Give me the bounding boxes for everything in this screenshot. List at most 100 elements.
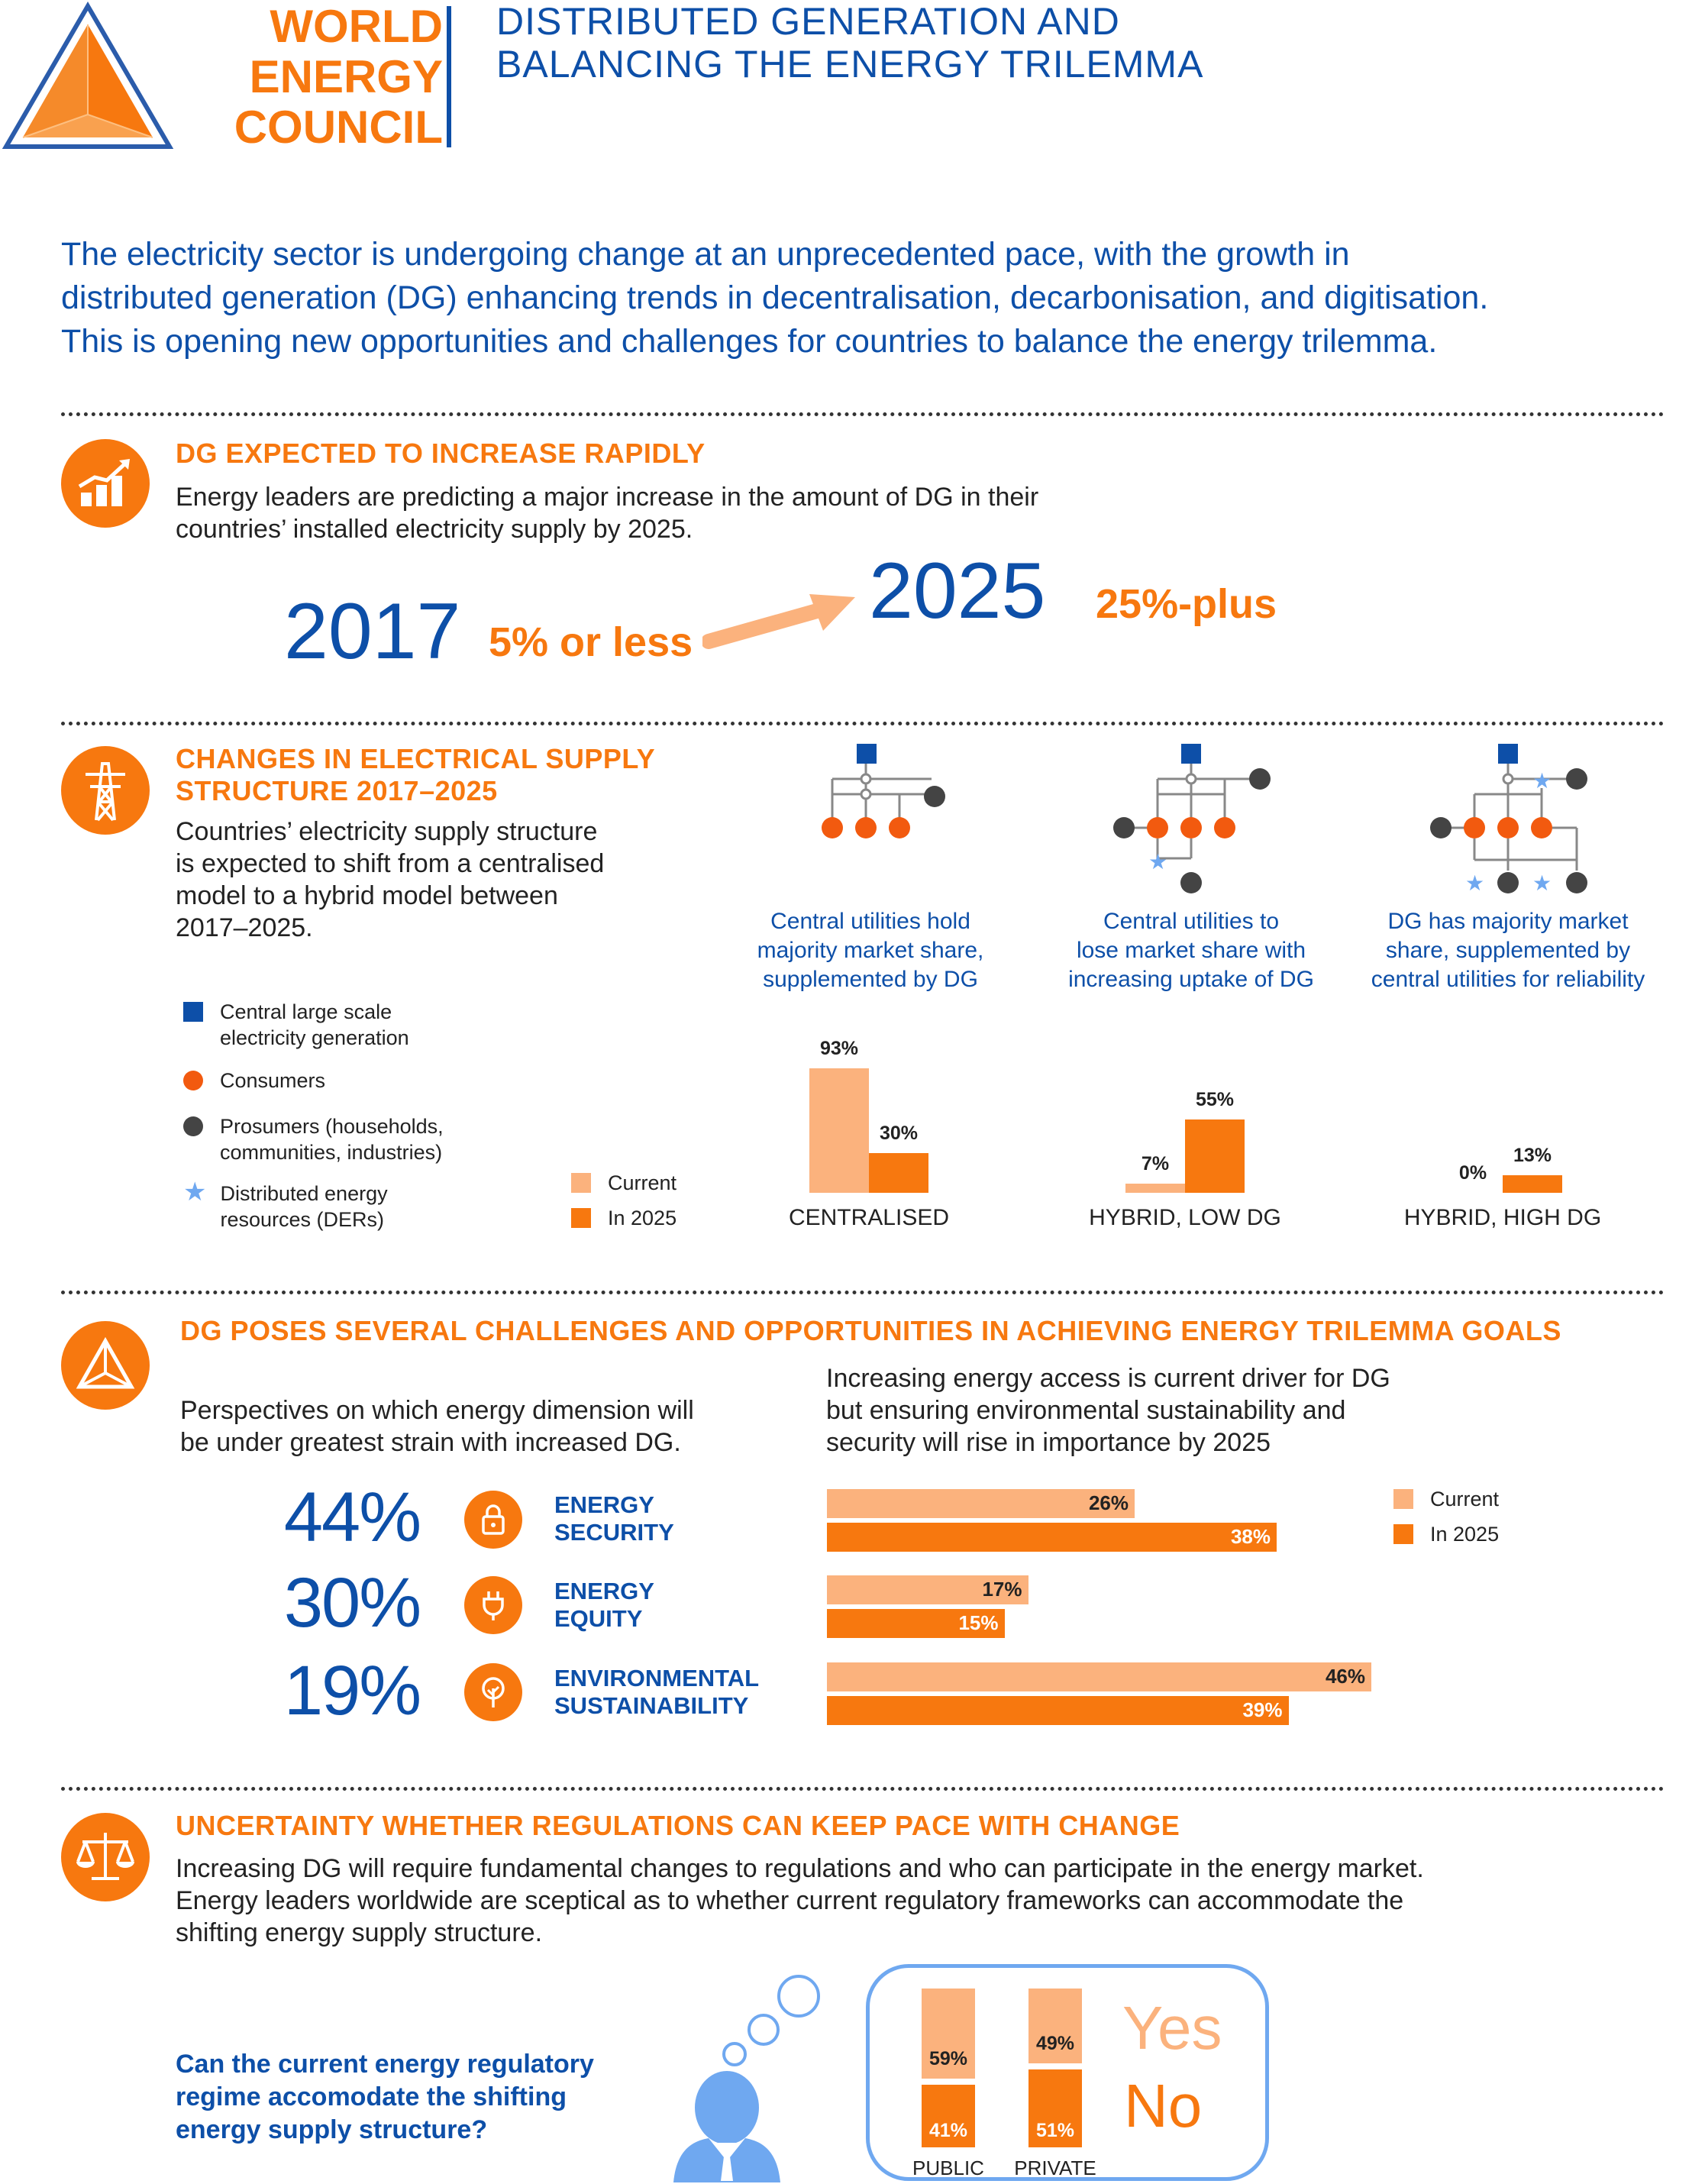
hbar-value-label: 46%: [1325, 1665, 1365, 1688]
year-from: 2017: [284, 587, 461, 676]
network-diagram-hybrid-low: ★: [1113, 744, 1271, 893]
section3-right-text-line1: Increasing energy access is current driv…: [826, 1364, 1390, 1393]
bar-value-label: 13%: [1513, 1145, 1552, 1167]
power-pylon-icon: [61, 746, 150, 835]
security-label-line1: ENERGY: [554, 1491, 654, 1518]
security-label-line2: SECURITY: [554, 1519, 674, 1546]
section1-text-line2: countries’ installed electricity supply …: [176, 515, 693, 544]
section3-left-text-line2: be under greatest strain with increased …: [180, 1428, 681, 1457]
legend-2025: In 2025: [571, 1205, 677, 1231]
legend-current-label: Current: [608, 1171, 677, 1194]
current-swatch: [571, 1173, 591, 1193]
growth-chart-icon: [61, 439, 150, 528]
prosumer-dot-icon: [183, 1116, 203, 1136]
regulatory-question-line2: regime accomodate the shifting: [176, 2082, 567, 2111]
drivers-legend-2025-label: In 2025: [1430, 1523, 1500, 1546]
lock-icon: [464, 1491, 522, 1549]
logo-word-2: ENERGY: [249, 51, 443, 102]
legend-current: Current: [571, 1170, 677, 1196]
caption-hybrid-high: DG has majority market share, supplement…: [1348, 907, 1668, 994]
section3-left-text: Perspectives on which energy dimension w…: [180, 1394, 694, 1459]
legend-prosumers: Prosumers (households, communities, indus…: [183, 1113, 444, 1165]
bar-value-label: 93%: [819, 1038, 859, 1060]
divider-1: [61, 412, 1665, 416]
divider-2: [61, 722, 1665, 725]
legend-ders-label: Distributed energy resources (DERs): [220, 1182, 388, 1231]
drivers-2025-swatch: [1393, 1524, 1413, 1544]
section1-text-line1: Energy leaders are predicting a major in…: [176, 483, 1039, 512]
section2-text-line3: model to a hybrid model between: [176, 881, 558, 910]
divider-3: [61, 1291, 1665, 1294]
section4-text-line2: Energy leaders worldwide are sceptical a…: [176, 1886, 1404, 1915]
caption-centralised: Central utilities hold majority market s…: [737, 907, 1004, 994]
plug-icon: [464, 1576, 522, 1634]
section2-title-line2: STRUCTURE 2017–2025: [176, 775, 498, 806]
scales-icon: [61, 1813, 150, 1901]
caption-hybrid-low: Central utilities to lose market share w…: [1050, 907, 1332, 994]
increase-arrow-icon: [702, 594, 855, 649]
caption-hybrid-low-line3: increasing uptake of DG: [1068, 967, 1314, 992]
equity-strain-pct: 30%: [283, 1564, 421, 1642]
section3-title: DG POSES SEVERAL CHALLENGES AND OPPORTUN…: [180, 1315, 1561, 1346]
bar-current-0: [809, 1068, 869, 1193]
wec-logo-triangle: [2, 2, 174, 149]
svg-text:★: ★: [1532, 871, 1552, 896]
caption-hybrid-high-line2: share, supplemented by: [1385, 938, 1631, 963]
drivers-current-swatch: [1393, 1489, 1413, 1509]
legend-consumers: Consumers: [183, 1068, 325, 1094]
section4-text-line3: shifting energy supply structure.: [176, 1918, 543, 1947]
sustainability-strain-pct: 19%: [283, 1652, 421, 1730]
drivers-legend-current-label: Current: [1430, 1488, 1500, 1510]
intro-line2: distributed generation (DG) enhancing tr…: [61, 279, 1489, 316]
section1-title: DG EXPECTED TO INCREASE RAPIDLY: [176, 438, 706, 469]
tree-icon: [464, 1663, 522, 1721]
page-title: DISTRIBUTED GENERATION AND BALANCING THE…: [496, 0, 1203, 86]
caption-hybrid-low-line2: lose market share with: [1076, 938, 1306, 963]
page-title-line1: DISTRIBUTED GENERATION AND: [496, 0, 1120, 43]
equity-label-line1: ENERGY: [554, 1578, 654, 1604]
hbar-in-2025-0: 38%: [827, 1523, 1277, 1552]
blue-square-icon: [183, 1002, 203, 1022]
section4-text: Increasing DG will require fundamental c…: [176, 1853, 1424, 1949]
bar-value-label: 7%: [1141, 1152, 1170, 1174]
section3-right-text-line3: security will rise in importance by 2025: [826, 1428, 1271, 1457]
bar-value-label: 55%: [1195, 1088, 1235, 1110]
sustainability-label-line1: ENVIRONMENTAL: [554, 1665, 760, 1691]
section2-text-line1: Countries’ electricity supply structure: [176, 817, 598, 846]
regulatory-question: Can the current energy regulatory regime…: [176, 2048, 594, 2147]
section3-left-text-line1: Perspectives on which energy dimension w…: [180, 1396, 694, 1425]
bar-value-label: 30%: [879, 1122, 919, 1144]
no-label: No: [1124, 2072, 1203, 2140]
hbar-in-2025-1: 15%: [827, 1609, 1005, 1638]
legend-ders: ★ Distributed energy resources (DERs): [183, 1178, 388, 1233]
logo-word-1: WORLD: [270, 1, 443, 52]
divider-4: [61, 1787, 1665, 1791]
hbar-value-label: 15%: [958, 1611, 999, 1634]
logo-word-3: COUNCIL: [234, 102, 443, 153]
equity-label-line2: EQUITY: [554, 1605, 643, 1632]
regulatory-question-line3: energy supply structure?: [176, 2115, 488, 2144]
in-2025-swatch: [571, 1208, 591, 1228]
legend-2025-label: In 2025: [608, 1207, 677, 1229]
hbar-current-0: 26%: [827, 1489, 1135, 1518]
legend-central-generation-label: Central large scale electricity generatio…: [220, 1000, 409, 1049]
legend-consumers-label: Consumers: [220, 1069, 326, 1092]
section2-text-line2: is expected to shift from a centralised: [176, 849, 605, 878]
category-label: HYBRID, LOW DG: [1089, 1205, 1281, 1230]
hbar-current-2: 46%: [827, 1662, 1371, 1691]
bar-value-label: 0%: [1458, 1162, 1487, 1184]
page-title-line2: BALANCING THE ENERGY TRILEMMA: [496, 43, 1204, 86]
network-diagram-centralised: [822, 744, 945, 838]
regulatory-question-line1: Can the current energy regulatory: [176, 2050, 594, 2079]
section4-text-line1: Increasing DG will require fundamental c…: [176, 1854, 1424, 1883]
logo-divider: [447, 6, 451, 147]
value-to: 25%-plus: [1096, 581, 1277, 627]
legend-central-generation: Central large scale electricity generatio…: [183, 999, 409, 1051]
hbar-value-label: 17%: [982, 1578, 1022, 1601]
section3-right-text: Increasing energy access is current driv…: [826, 1362, 1390, 1459]
section2-text-line4: 2017–2025.: [176, 913, 313, 942]
legend-prosumers-label: Prosumers (households, communities, indus…: [220, 1115, 444, 1164]
der-star-icon: ★: [183, 1178, 207, 1207]
sustainability-label: ENVIRONMENTAL SUSTAINABILITY: [554, 1665, 759, 1720]
bar-in-2025-0: [869, 1152, 928, 1193]
